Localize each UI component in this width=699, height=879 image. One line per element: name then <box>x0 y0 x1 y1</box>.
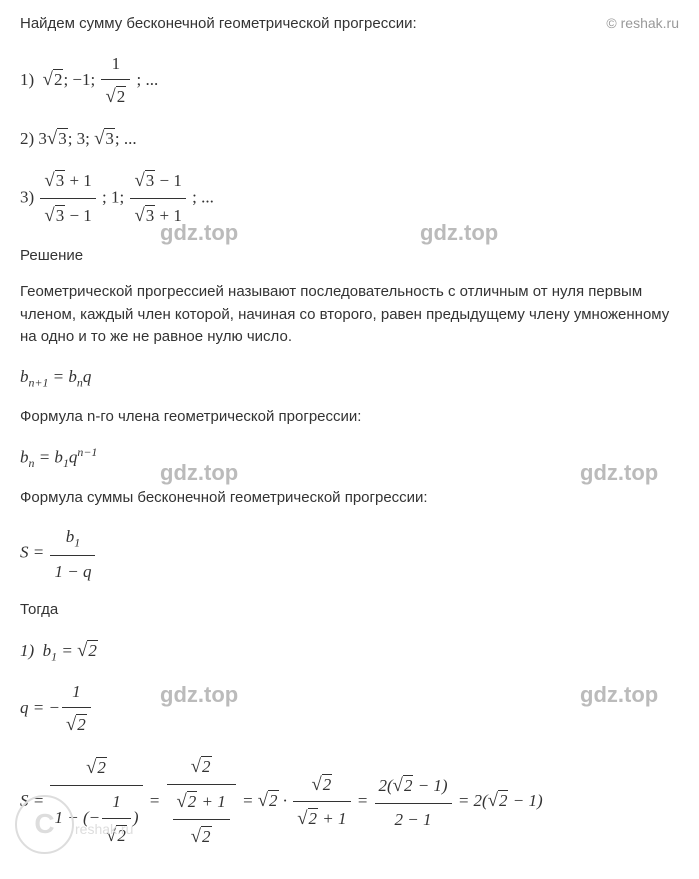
solution-heading: Решение <box>20 245 679 268</box>
problem-2: 2) 33; 3; 3; ... <box>20 124 679 154</box>
calc-b1: 1) b1 = 2 <box>20 636 679 666</box>
problem-3: 3) 3 + 13 − 1 ; 1; 3 − 13 + 1 ; ... <box>20 166 679 231</box>
sum-formula: S = b11 − q <box>20 523 679 585</box>
page-title: Найдем сумму бесконечной геометрической … <box>20 15 417 32</box>
calc-sum: S = 2 1 − (−12) = 2 2 + 12 = 2 · 2 2 + 1… <box>20 752 679 852</box>
theory-definition: Геометрической прогрессией называют посл… <box>20 281 679 349</box>
calc-q: q = −12 <box>20 678 679 740</box>
nth-term-formula: bn = b1qn−1 <box>20 443 679 473</box>
nth-term-label: Формула n-го члена геометрической прогре… <box>20 406 679 429</box>
header: Найдем сумму бесконечной геометрической … <box>20 15 679 32</box>
problem-1: 1) 2; −1; 12 ; ... <box>20 50 679 112</box>
problem-number: 2) <box>20 129 34 148</box>
then-label: Тогда <box>20 599 679 622</box>
copyright: © reshak.ru <box>606 15 679 31</box>
problem-number: 3) <box>20 187 34 206</box>
problem-number: 1) <box>20 70 34 89</box>
sum-formula-label: Формула суммы бесконечной геометрической… <box>20 487 679 510</box>
recurrence-formula: bn+1 = bnq <box>20 363 679 392</box>
